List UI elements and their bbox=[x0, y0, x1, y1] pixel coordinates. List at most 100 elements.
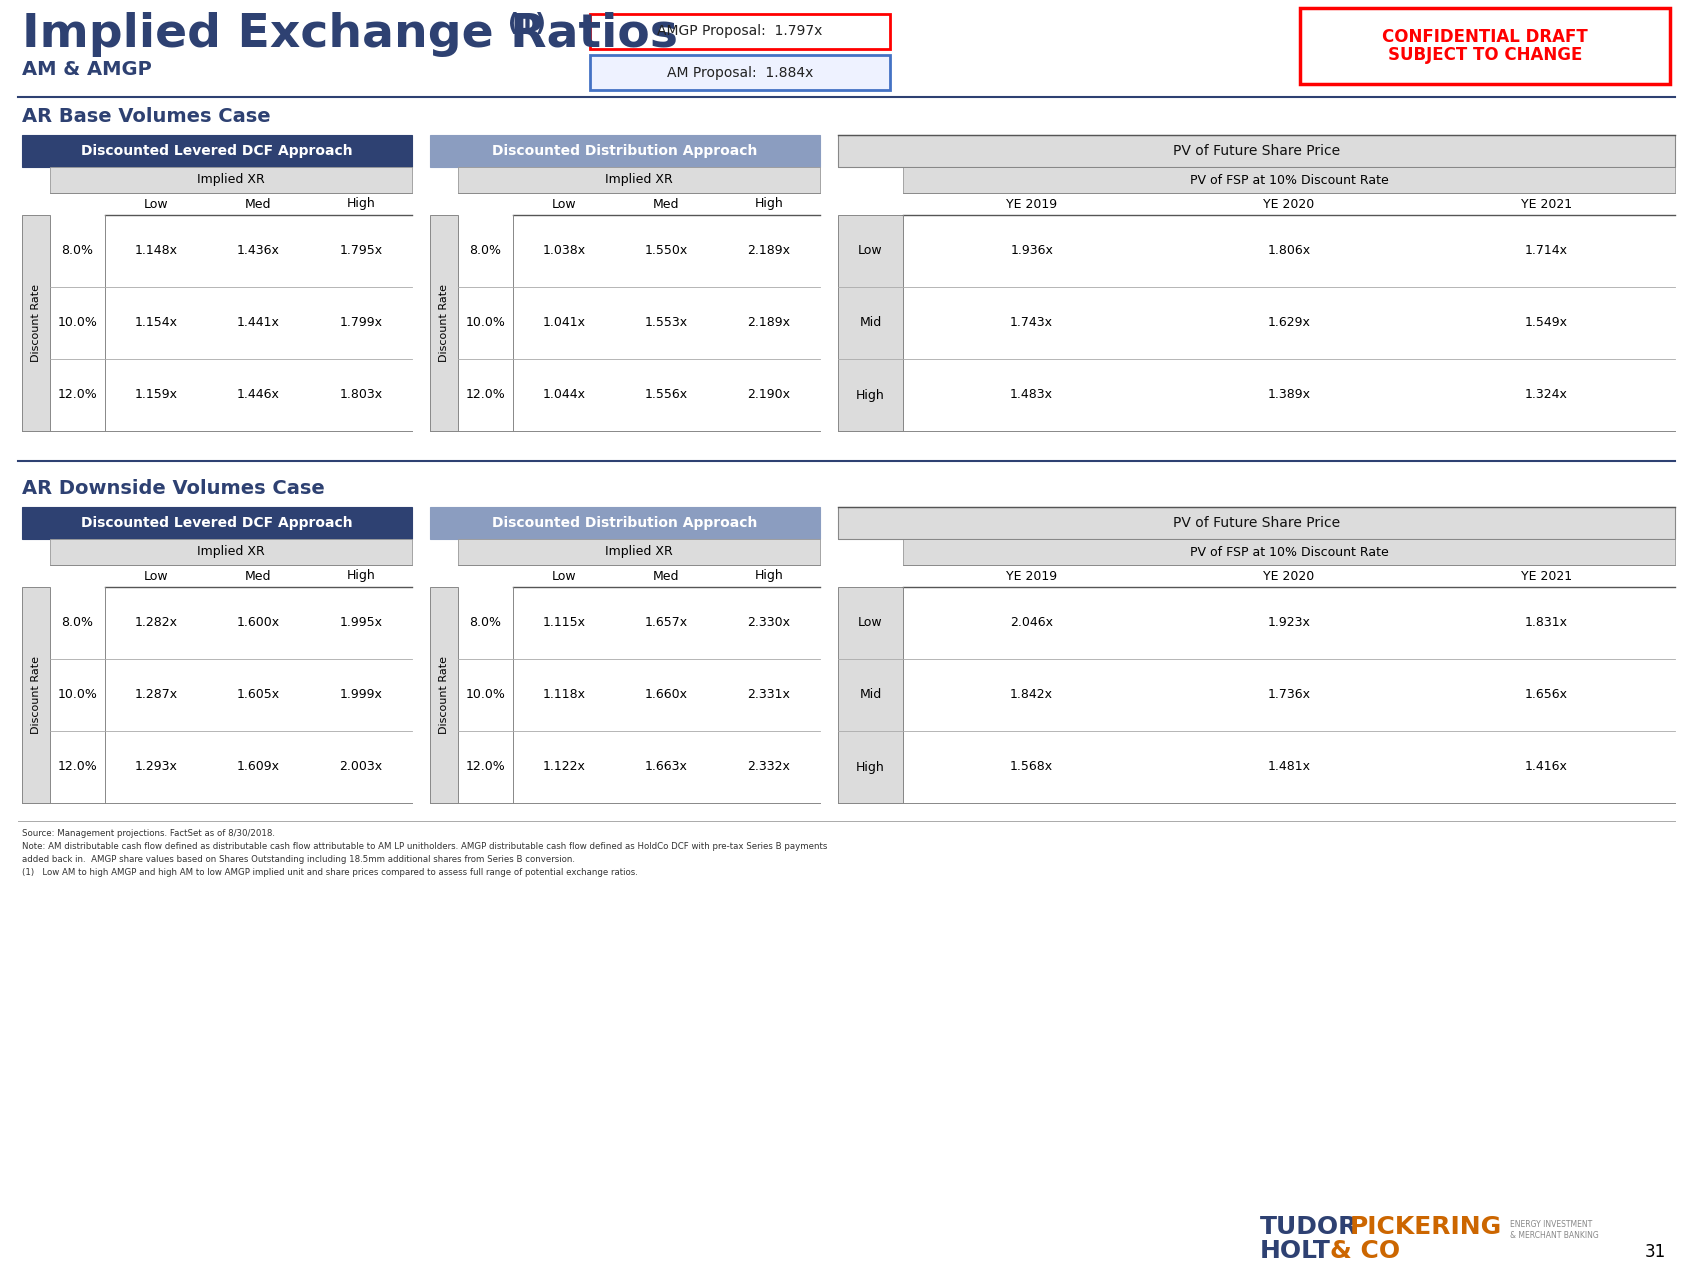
Text: 2.189x: 2.189x bbox=[747, 316, 791, 329]
Text: TUDOR: TUDOR bbox=[1260, 1215, 1358, 1240]
Text: 1.656x: 1.656x bbox=[1525, 688, 1568, 701]
Text: Low: Low bbox=[552, 569, 577, 583]
Text: 2.330x: 2.330x bbox=[747, 616, 791, 630]
Text: 31: 31 bbox=[1644, 1243, 1666, 1261]
Text: Mid: Mid bbox=[860, 316, 882, 329]
Text: Med: Med bbox=[653, 198, 681, 211]
Text: 12.0%: 12.0% bbox=[466, 389, 506, 401]
Text: YE 2019: YE 2019 bbox=[1006, 198, 1056, 211]
Text: 8.0%: 8.0% bbox=[469, 245, 501, 258]
Text: 1.148x: 1.148x bbox=[135, 245, 178, 258]
Text: 1.115x: 1.115x bbox=[543, 616, 586, 630]
Text: 1.282x: 1.282x bbox=[135, 616, 178, 630]
Text: (1)   Low AM to high AMGP and high AM to low AMGP implied unit and share prices : (1) Low AM to high AMGP and high AM to l… bbox=[22, 867, 638, 878]
Text: & CO: & CO bbox=[1331, 1240, 1400, 1262]
Text: AR Downside Volumes Case: AR Downside Volumes Case bbox=[22, 479, 325, 498]
Bar bbox=[838, 135, 1674, 166]
Text: 1.568x: 1.568x bbox=[1011, 761, 1053, 773]
Text: 1.556x: 1.556x bbox=[645, 389, 687, 401]
Text: 1.999x: 1.999x bbox=[339, 688, 383, 701]
Text: Low: Low bbox=[858, 245, 882, 258]
Text: 1.416x: 1.416x bbox=[1525, 761, 1568, 773]
Text: 1.044x: 1.044x bbox=[543, 389, 586, 401]
Text: 1.293x: 1.293x bbox=[135, 761, 178, 773]
Text: 2.046x: 2.046x bbox=[1011, 616, 1053, 630]
Bar bbox=[22, 507, 411, 538]
Text: Discount Rate: Discount Rate bbox=[30, 657, 41, 734]
Text: 2.190x: 2.190x bbox=[747, 389, 791, 401]
Bar bbox=[589, 14, 891, 50]
Text: Low: Low bbox=[144, 198, 169, 211]
Text: & MERCHANT BANKING: & MERCHANT BANKING bbox=[1510, 1231, 1598, 1240]
Text: YE 2021: YE 2021 bbox=[1520, 198, 1571, 211]
Bar bbox=[430, 135, 819, 166]
Text: 1.481x: 1.481x bbox=[1268, 761, 1310, 773]
Text: 1.995x: 1.995x bbox=[339, 616, 383, 630]
Text: 2.332x: 2.332x bbox=[747, 761, 791, 773]
Bar bbox=[22, 215, 51, 431]
Text: PICKERING: PICKERING bbox=[1349, 1215, 1502, 1240]
Text: AM & AMGP: AM & AMGP bbox=[22, 60, 152, 79]
Text: AMGP Proposal:  1.797x: AMGP Proposal: 1.797x bbox=[657, 24, 823, 38]
Text: Low: Low bbox=[552, 198, 577, 211]
Text: 1.549x: 1.549x bbox=[1525, 316, 1568, 329]
Text: 1.159x: 1.159x bbox=[135, 389, 178, 401]
Text: 1.446x: 1.446x bbox=[237, 389, 279, 401]
Text: Discount Rate: Discount Rate bbox=[438, 657, 449, 734]
Text: Implied XR: Implied XR bbox=[604, 546, 672, 559]
Text: 1.041x: 1.041x bbox=[543, 316, 586, 329]
Text: 1.743x: 1.743x bbox=[1011, 316, 1053, 329]
Text: Med: Med bbox=[245, 569, 273, 583]
Text: YE 2019: YE 2019 bbox=[1006, 569, 1056, 583]
Bar bbox=[1300, 8, 1669, 84]
Text: High: High bbox=[857, 761, 885, 773]
Text: Implied Exchange Ratios: Implied Exchange Ratios bbox=[22, 11, 677, 57]
Text: High: High bbox=[755, 198, 784, 211]
Text: 2.189x: 2.189x bbox=[747, 245, 791, 258]
Text: 1.441x: 1.441x bbox=[237, 316, 279, 329]
Text: Discounted Distribution Approach: Discounted Distribution Approach bbox=[493, 144, 758, 157]
Text: 1.663x: 1.663x bbox=[645, 761, 687, 773]
Text: Med: Med bbox=[653, 569, 681, 583]
Text: 1.122x: 1.122x bbox=[543, 761, 586, 773]
Text: 2.331x: 2.331x bbox=[747, 688, 791, 701]
Text: Implied XR: Implied XR bbox=[196, 546, 264, 559]
Text: YE 2020: YE 2020 bbox=[1263, 569, 1315, 583]
Text: Discount Rate: Discount Rate bbox=[30, 284, 41, 362]
Text: CONFIDENTIAL DRAFT: CONFIDENTIAL DRAFT bbox=[1381, 28, 1588, 46]
Bar bbox=[902, 166, 1674, 193]
Text: 1.038x: 1.038x bbox=[542, 245, 586, 258]
Bar bbox=[430, 587, 459, 803]
Text: PV of Future Share Price: PV of Future Share Price bbox=[1173, 144, 1341, 157]
Bar bbox=[430, 215, 459, 431]
Text: 1.936x: 1.936x bbox=[1011, 245, 1053, 258]
Text: 1.660x: 1.660x bbox=[645, 688, 687, 701]
Text: 10.0%: 10.0% bbox=[58, 688, 98, 701]
Text: 1.600x: 1.600x bbox=[237, 616, 279, 630]
Bar bbox=[902, 538, 1674, 565]
Text: Source: Management projections. FactSet as of 8/30/2018.: Source: Management projections. FactSet … bbox=[22, 829, 274, 838]
Bar bbox=[430, 507, 819, 538]
Text: 1.806x: 1.806x bbox=[1268, 245, 1310, 258]
Text: YE 2021: YE 2021 bbox=[1520, 569, 1571, 583]
Text: Low: Low bbox=[144, 569, 169, 583]
Text: (1): (1) bbox=[508, 11, 545, 36]
Text: Mid: Mid bbox=[860, 688, 882, 701]
Text: 1.118x: 1.118x bbox=[543, 688, 586, 701]
Text: High: High bbox=[347, 198, 376, 211]
Text: Implied XR: Implied XR bbox=[196, 174, 264, 187]
Text: 1.287x: 1.287x bbox=[135, 688, 178, 701]
Text: AM Proposal:  1.884x: AM Proposal: 1.884x bbox=[667, 66, 813, 80]
Text: 1.803x: 1.803x bbox=[339, 389, 383, 401]
Text: Discounted Distribution Approach: Discounted Distribution Approach bbox=[493, 516, 758, 530]
Text: 12.0%: 12.0% bbox=[58, 761, 98, 773]
Text: PV of FSP at 10% Discount Rate: PV of FSP at 10% Discount Rate bbox=[1190, 546, 1388, 559]
Text: 1.657x: 1.657x bbox=[645, 616, 687, 630]
Bar bbox=[838, 215, 902, 431]
Text: High: High bbox=[755, 569, 784, 583]
Text: 1.389x: 1.389x bbox=[1268, 389, 1310, 401]
Text: 8.0%: 8.0% bbox=[61, 245, 93, 258]
Text: 1.605x: 1.605x bbox=[237, 688, 279, 701]
Text: 1.609x: 1.609x bbox=[237, 761, 279, 773]
Text: AR Base Volumes Case: AR Base Volumes Case bbox=[22, 107, 271, 126]
